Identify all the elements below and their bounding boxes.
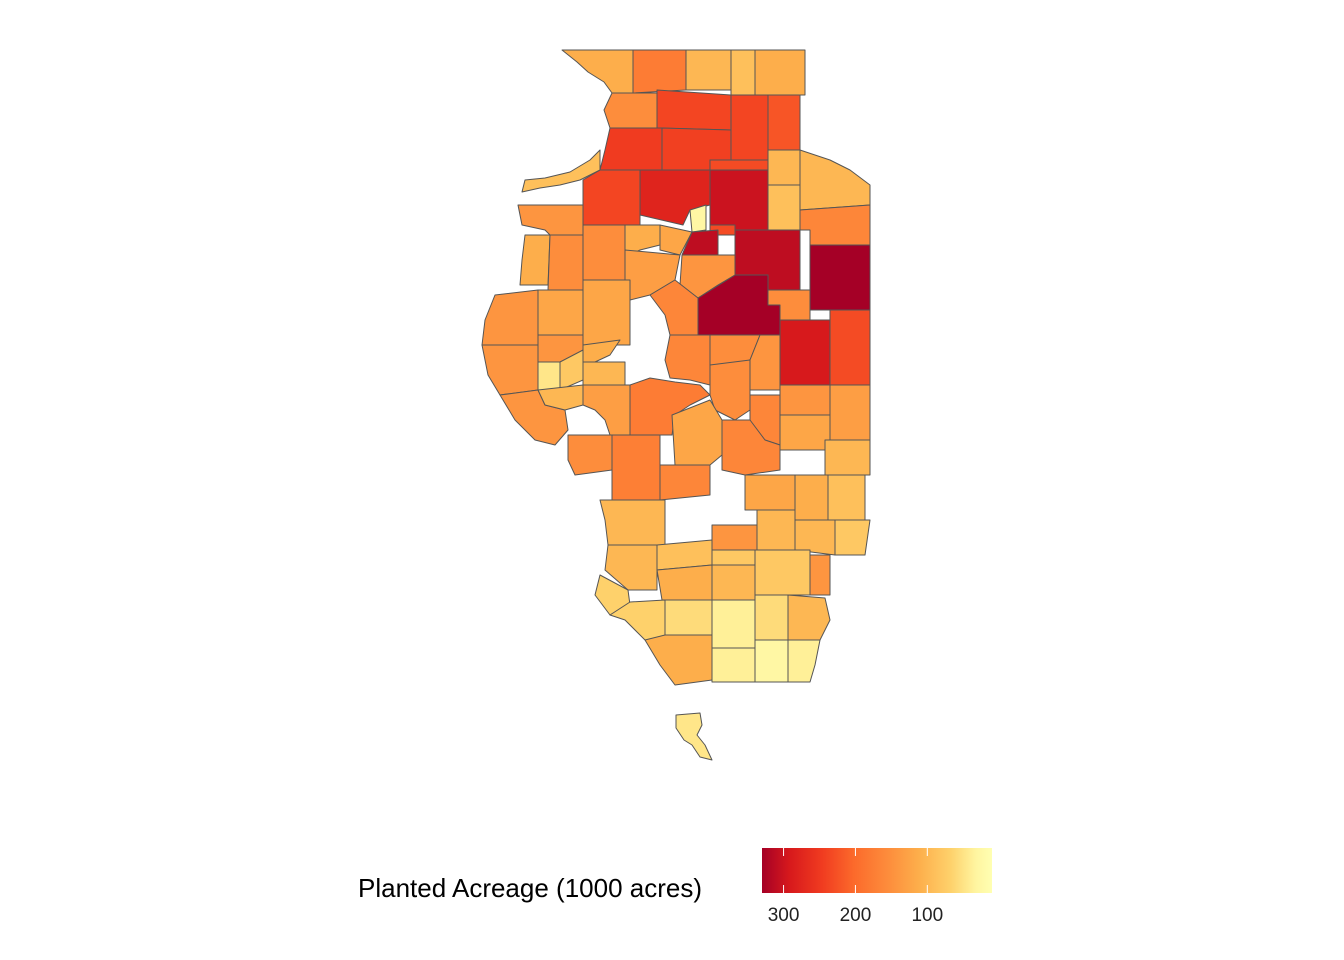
county-shape [481,344,539,396]
county-shape [521,149,601,193]
county-shape [537,384,584,411]
county-shape [779,414,831,451]
county-shape [711,647,756,683]
county-shape [685,49,732,91]
county-shape [779,319,831,386]
county-shape [547,234,584,291]
county-shape [519,234,551,286]
county-shape [754,49,806,96]
county-shape [656,89,732,131]
county-shape [711,564,756,601]
county-shape [582,279,631,346]
county-shape [749,334,781,391]
county-shape [481,289,539,346]
county-shape [656,564,713,601]
county-shape [582,384,631,436]
county-shape [787,594,831,641]
county-shape [834,519,871,556]
county-shape [799,149,871,211]
county-shape [537,361,561,391]
county-shape [567,434,613,476]
county-shape [582,169,641,226]
county-shape [599,127,663,171]
county-shape [829,384,871,441]
county-shape [779,384,831,416]
county-shape [827,474,866,521]
county-shape [767,184,801,231]
county-shape [659,464,711,501]
county-shape [664,334,711,386]
county-shape [711,549,758,566]
county-shape [767,94,801,151]
county-shape [689,204,707,233]
county-shape [611,434,661,501]
county-shape [787,639,821,683]
county-shape [809,244,871,311]
county-layer [481,49,871,761]
county-shape [537,289,584,336]
county-shape [754,549,811,596]
county-shape [824,439,871,476]
county-shape [664,599,713,636]
county-shape [604,544,658,591]
county-shape [603,92,658,129]
county-shape [517,204,584,236]
county-shape [756,509,796,551]
county-shape [709,169,769,236]
county-shape [767,149,801,186]
county-shape [829,309,871,386]
county-shape [599,499,666,546]
county-shape [794,474,829,521]
county-shape [730,94,769,161]
county-shape [799,204,871,246]
county-shape [711,524,758,551]
county-shape [561,49,634,94]
county-shape [675,712,713,761]
county-shape [632,49,687,94]
county-shape [809,554,831,596]
county-shape [754,639,789,683]
county-shape [754,594,789,641]
county-shape [582,224,626,281]
county-shape [744,474,796,511]
county-shape [730,49,756,96]
county-shape [711,599,756,649]
county-shape [721,419,781,476]
county-shape [582,361,626,386]
county-shape [644,634,713,686]
